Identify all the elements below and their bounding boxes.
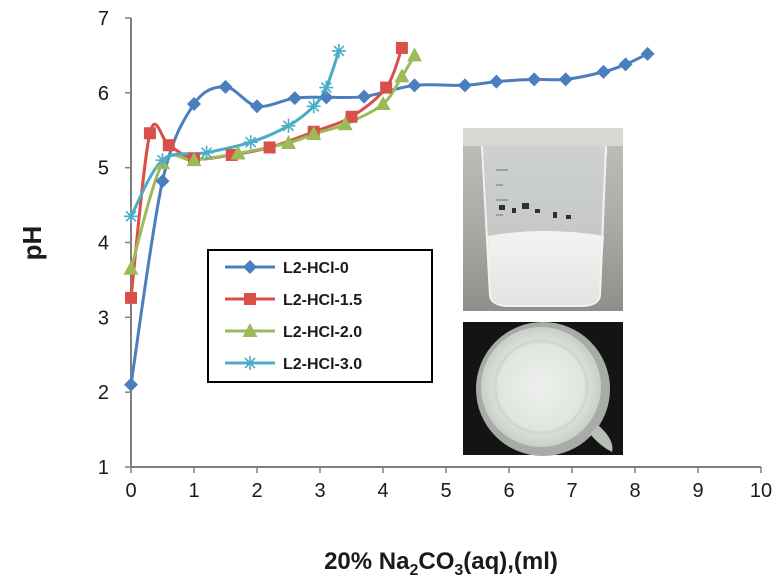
legend-items: L2-HCl-0 L2-HCl-1.5 L2-HCl-2.0 L2-HCl-3.0	[225, 260, 362, 373]
x-axis-title-sub1: 2	[409, 562, 418, 579]
y-tick-label: 2	[98, 382, 109, 404]
x-tick-label: 2	[251, 480, 262, 502]
data-point	[124, 377, 138, 392]
x-axis-title-prefix: 20% Na	[324, 548, 410, 575]
legend: L2-HCl-0 L2-HCl-1.5 L2-HCl-2.0 L2-HCl-3.0	[207, 249, 433, 383]
data-point	[331, 43, 346, 58]
y-tick-label: 5	[98, 158, 109, 180]
x-tick-label: 8	[629, 480, 640, 502]
data-point	[125, 291, 137, 304]
legend-label: L2-HCl-0	[283, 260, 349, 277]
data-point	[155, 153, 170, 168]
data-point	[263, 141, 276, 154]
x-tick-label: 3	[314, 480, 325, 502]
data-point	[596, 64, 611, 79]
data-point	[218, 79, 233, 94]
data-point	[640, 46, 655, 61]
tick-marks	[125, 17, 762, 473]
legend-label: L2-HCl-1.5	[283, 292, 362, 309]
legend-label: L2-HCl-3.0	[283, 356, 362, 373]
data-point	[319, 80, 334, 95]
x-tick-label: 0	[125, 480, 136, 502]
data-point	[395, 41, 408, 54]
legend-marker	[244, 293, 256, 305]
y-tick-label: 4	[98, 233, 109, 255]
data-point	[243, 135, 258, 150]
legend-marker	[243, 260, 257, 274]
data-point	[337, 116, 353, 131]
data-point	[162, 139, 175, 152]
x-tick-label: 7	[566, 480, 577, 502]
data-point	[287, 91, 302, 106]
data-point	[407, 47, 422, 62]
x-axis-title-suffix: (aq),(ml)	[463, 548, 558, 575]
data-point	[250, 99, 264, 114]
legend-marker	[242, 323, 258, 337]
legend-box	[207, 249, 433, 383]
data-point	[281, 118, 296, 133]
data-point	[558, 72, 573, 87]
data-point	[124, 209, 138, 224]
x-tick-label: 1	[188, 480, 199, 502]
beaker-side-photo	[463, 128, 623, 311]
data-point	[457, 78, 472, 93]
y-tick-label: 7	[98, 8, 109, 30]
data-point	[306, 99, 321, 114]
data-point	[230, 145, 246, 160]
data-point	[155, 174, 170, 189]
y-axis-title: pH	[17, 226, 47, 261]
x-tick-label: 4	[377, 480, 388, 502]
data-point	[527, 72, 542, 87]
data-point	[123, 260, 139, 275]
x-axis-title: 20% Na2CO3(aq),(ml)	[324, 548, 558, 579]
x-tick-label: 9	[692, 480, 703, 502]
data-point	[394, 68, 410, 83]
data-point	[319, 90, 334, 105]
data-point	[143, 127, 156, 140]
data-point	[306, 125, 322, 140]
beaker-top-photo	[463, 322, 623, 456]
y-tick-label: 3	[98, 307, 109, 329]
data-point	[375, 96, 391, 111]
x-axis-title-sub2: 3	[454, 562, 463, 579]
legend-label: L2-HCl-2.0	[283, 324, 362, 341]
data-point	[380, 81, 393, 94]
data-point	[187, 97, 201, 112]
x-axis-title-mid: CO	[418, 548, 454, 575]
data-point	[618, 57, 633, 72]
data-point	[489, 74, 504, 89]
x-tick-label: 5	[440, 480, 451, 502]
data-point	[407, 78, 422, 93]
series-line-2	[129, 53, 416, 271]
data-point	[186, 152, 202, 167]
legend-marker	[243, 356, 257, 370]
data-point	[345, 110, 358, 123]
x-tick-label: 6	[503, 480, 514, 502]
data-point	[281, 134, 296, 149]
y-tick-label: 1	[98, 457, 109, 479]
data-point	[357, 89, 372, 104]
x-tick-label: 10	[750, 480, 772, 502]
data-point	[199, 145, 214, 160]
y-tick-label: 6	[98, 83, 109, 105]
series-markers	[123, 41, 655, 392]
